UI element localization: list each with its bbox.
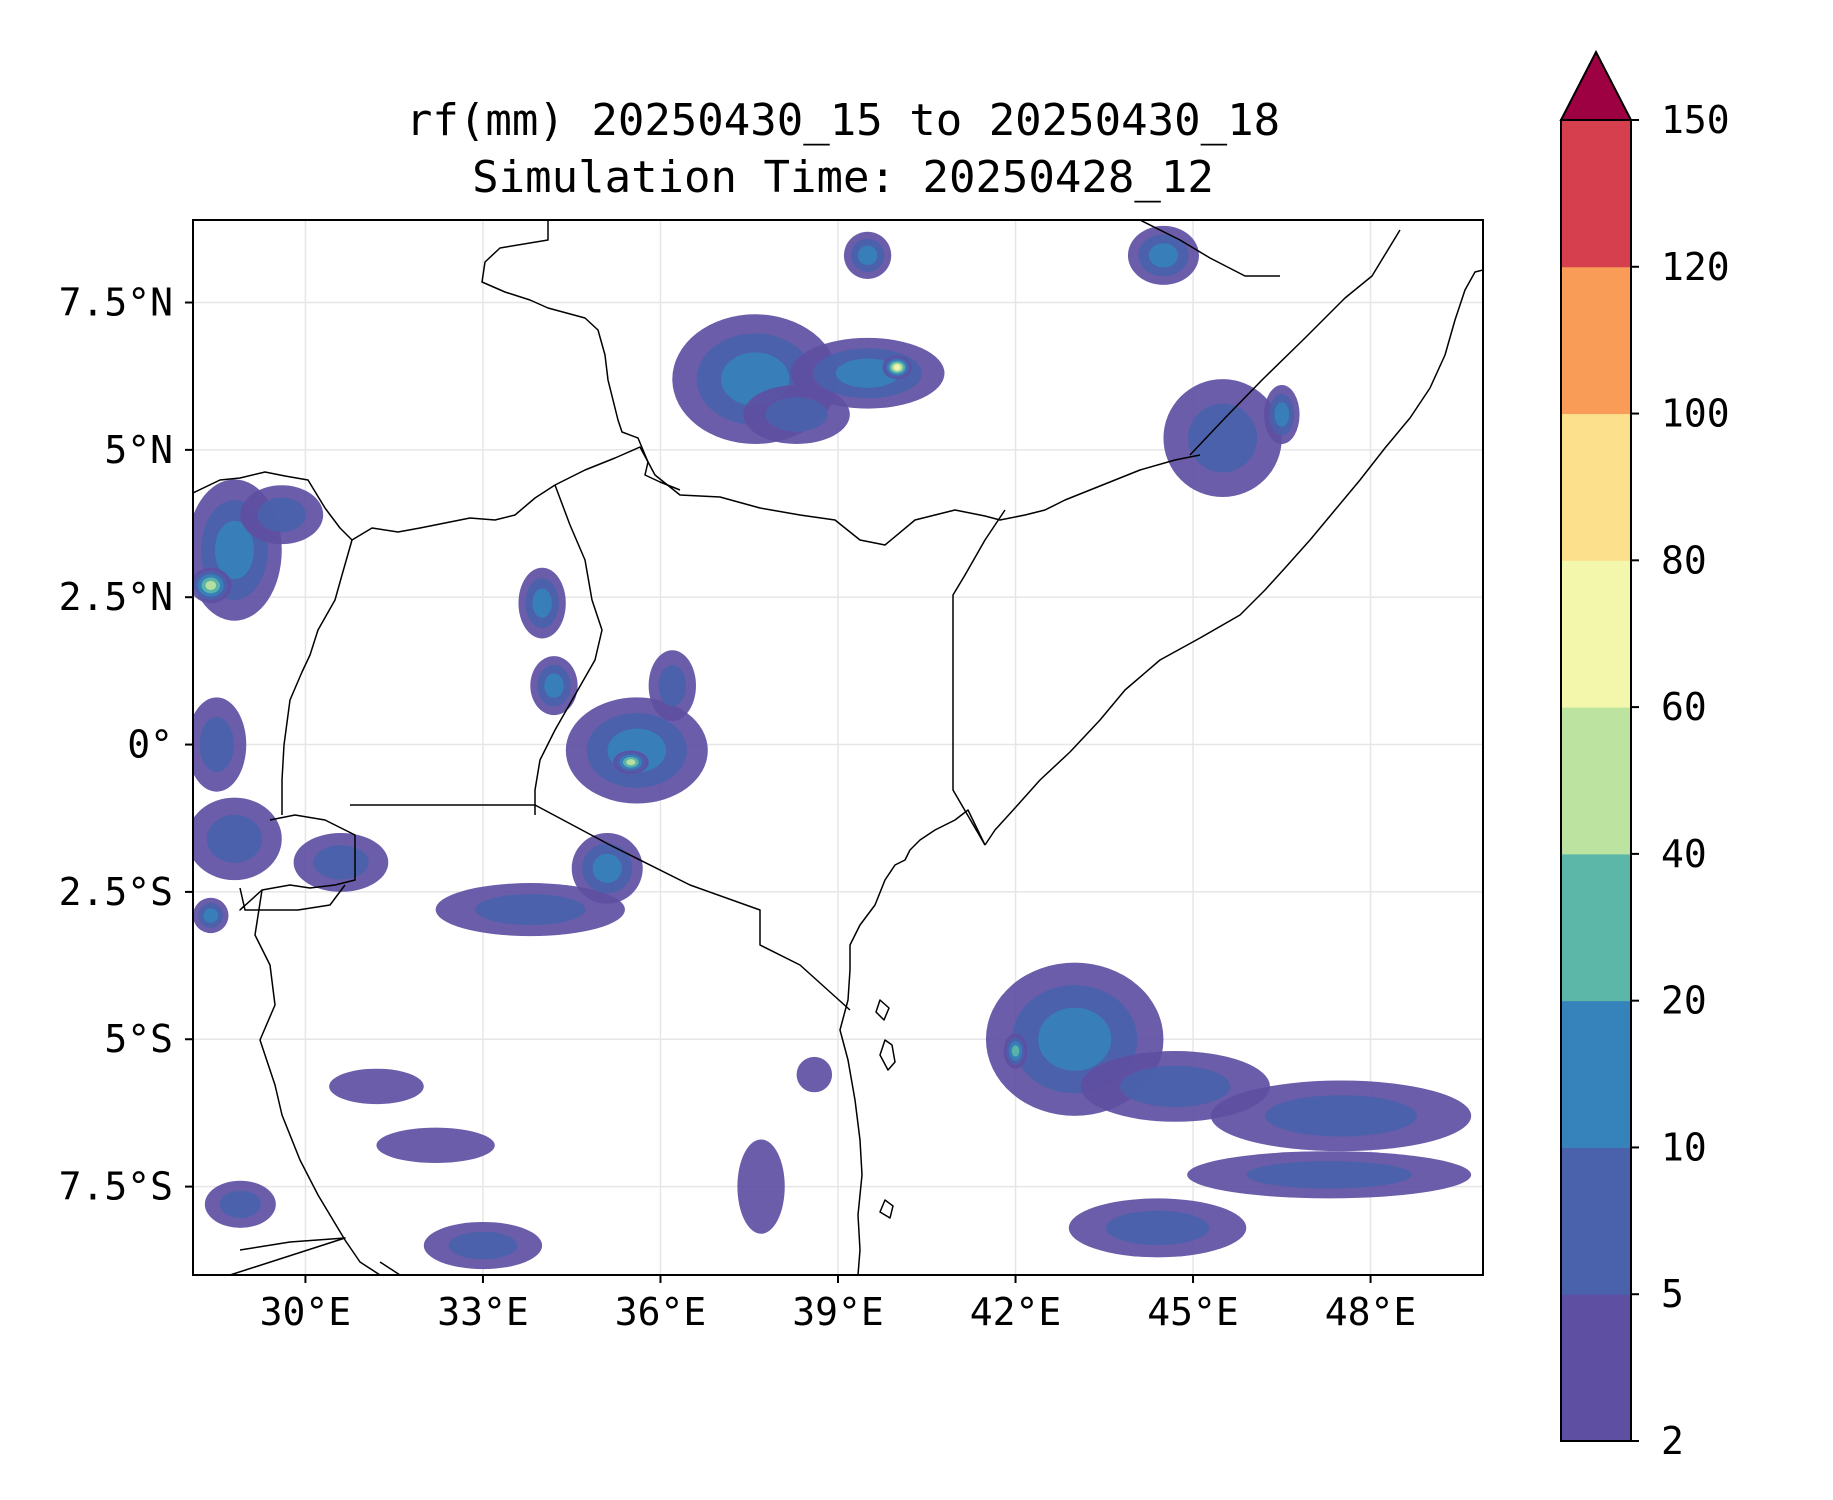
rain-area [737,1139,785,1234]
rain-area [857,245,878,266]
colorbar-segment [1561,1294,1631,1442]
rain-area [206,814,263,863]
rain-area [796,1056,833,1093]
kenya-somalia-border [952,509,1006,846]
colorbar-segment [1561,266,1631,415]
colorbar-tick-label: 80 [1661,538,1707,582]
drc-tanzania-border [254,889,381,1275]
colorbar-tick-label: 100 [1661,392,1730,436]
rain-area [893,364,901,371]
latitude-axis: 7.5°N 5°N 2.5°N 0° 2.5°S 5°S 7.5°S [59,281,193,1209]
rain-area [376,1127,495,1164]
rain-area [658,664,687,707]
x-tick-label: 48°E [1325,1290,1417,1334]
map-title: rf(mm) 20250430_15 to 20250430_18 [405,95,1281,146]
x-tick-label: 33°E [437,1290,529,1334]
colorbar-tick-label: 2 [1661,1419,1684,1463]
colorbar-tick-label: 120 [1661,245,1730,289]
pemba-island [875,999,890,1021]
rain-area [214,520,254,580]
colorbar-segment [1561,707,1631,855]
somalia-coast [984,269,1483,846]
rain-area [1265,1095,1417,1137]
rain-area [475,894,586,926]
map-subtitle: Simulation Time: 20250428_12 [472,152,1214,203]
colorbar-tick-label: 20 [1661,979,1707,1023]
colorbar-tick-label: 60 [1661,685,1707,729]
colorbar-segment [1561,853,1631,1002]
rain-area [205,580,217,591]
y-tick-label: 2.5°N [59,575,173,619]
colorbar-segment [1561,1000,1631,1148]
y-tick-label: 2.5°S [59,870,173,914]
kenya-tanzania-border [534,804,851,1011]
colorbar-extend-arrow [1559,49,1633,121]
drc-uganda-border [281,539,353,815]
rain-area [203,908,219,923]
rain-area [626,759,636,766]
rain-area [1105,1210,1210,1246]
y-tick-label: 5°S [104,1017,173,1061]
colorbar-tick-label: 5 [1661,1272,1684,1316]
x-tick-label: 36°E [615,1290,707,1334]
rain-area [1148,243,1179,268]
rwanda-burundi-borders [239,814,356,911]
rain-area [1038,1007,1112,1071]
south-sudan-uganda-border [193,471,556,541]
rain-area [329,1068,424,1105]
zambia-border [229,1237,346,1275]
rain-area [313,845,369,880]
rain-area [532,588,552,618]
malawi-border [379,1261,401,1275]
y-tick-label: 0° [127,723,173,767]
rain-area [199,717,234,773]
zanzibar-island [879,1039,896,1071]
x-tick-label: 30°E [260,1290,352,1334]
colorbar-segment [1561,560,1631,708]
mafia-island [879,1199,894,1219]
y-tick-label: 5°N [104,428,173,472]
rain-area [1274,402,1290,427]
colorbar-segment [1561,120,1631,268]
rain-area [448,1231,518,1260]
longitude-axis: 30°E 33°E 36°E 39°E 42°E 45°E 48°E [260,1275,1417,1334]
rain-area [1120,1065,1231,1108]
country-borders [193,220,1483,1275]
rain-area [1011,1045,1020,1057]
y-tick-label: 7.5°N [59,281,173,325]
colorbar-tick-label: 10 [1661,1125,1707,1169]
ethiopia-somalia-border [1189,229,1401,456]
rain-area [1246,1161,1412,1189]
rain-area [765,397,828,432]
rain-area [1188,403,1258,473]
rainfall-field [193,225,1472,1270]
colorbar-frame [1560,119,1632,1442]
rain-area [544,673,564,698]
ethiopia-kenya-border [554,446,1201,546]
rain-area [219,1190,262,1219]
colorbar-tick-label: 150 [1661,98,1730,142]
uganda-kenya-border [534,484,603,815]
colorbar-segment [1561,1147,1631,1295]
rain-area [592,853,622,883]
colorbar-segment [1561,413,1631,561]
tanzania-mozambique-coast [839,809,986,1275]
y-tick-label: 7.5°S [59,1165,173,1209]
rain-area [257,497,306,532]
x-tick-label: 39°E [792,1290,884,1334]
eritrea-djibouti-border [1139,220,1280,277]
x-tick-label: 45°E [1147,1290,1239,1334]
colorbar: 2 5 10 20 40 60 80 100 120 150 [1559,49,1730,1463]
colorbar-tick-label: 40 [1661,832,1707,876]
x-tick-label: 42°E [970,1290,1062,1334]
